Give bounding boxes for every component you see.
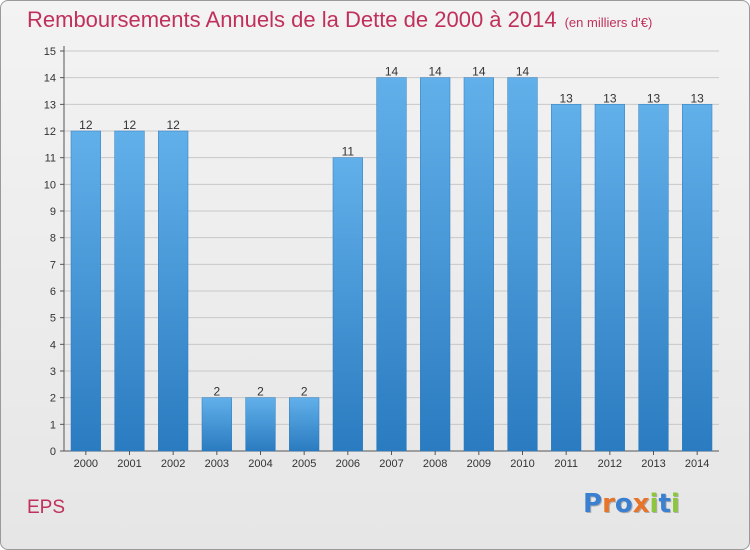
y-tick-label: 13 — [44, 99, 56, 111]
data-label-2006: 11 — [342, 145, 355, 159]
bar-2007 — [376, 77, 407, 452]
x-tick-label-2013: 2013 — [641, 458, 665, 470]
data-label-2012: 13 — [603, 91, 617, 105]
y-tick-label: 12 — [44, 126, 56, 138]
data-labels: 12 12 12 2 2 2 11 14 14 14 14 13 13 13 13 — [79, 65, 704, 399]
data-label-2000: 12 — [79, 118, 93, 132]
bar-2013 — [638, 104, 669, 452]
bar-2000 — [70, 130, 101, 452]
bar-2009 — [463, 77, 494, 452]
y-tick-label: 6 — [50, 286, 56, 298]
data-label-2011: 13 — [559, 91, 573, 105]
bar-2006 — [332, 157, 363, 452]
x-tick-label-2014: 2014 — [685, 458, 709, 470]
y-tick-label: 2 — [50, 393, 56, 405]
bar-2003 — [201, 397, 232, 452]
x-tick-label-2003: 2003 — [205, 458, 229, 470]
data-label-2013: 13 — [647, 91, 661, 105]
bar-2004 — [245, 397, 276, 452]
x-tick-label-2004: 2004 — [248, 458, 272, 470]
y-tick-label: 5 — [50, 313, 56, 325]
bar-2005 — [289, 397, 320, 452]
chart-title: Remboursements Annuels de la Dette de 20… — [27, 7, 652, 33]
data-label-2002: 12 — [166, 118, 180, 132]
bar-2012 — [594, 104, 625, 452]
y-tick-label: 4 — [50, 339, 56, 351]
logo-letter: i — [649, 489, 659, 519]
x-tick-label-2007: 2007 — [379, 458, 403, 470]
x-tick-label-2008: 2008 — [423, 458, 447, 470]
x-tick-label-2002: 2002 — [161, 458, 185, 470]
bar-2014 — [682, 104, 713, 452]
y-tick-label: 0 — [50, 446, 56, 458]
y-tick-label: 11 — [45, 153, 56, 165]
logo-letter: i — [670, 489, 680, 519]
x-tick-label-2011: 2011 — [554, 458, 578, 470]
y-tick-label: 1 — [50, 419, 56, 431]
x-tick-label-2010: 2010 — [510, 458, 534, 470]
data-label-2007: 14 — [385, 65, 399, 79]
logo-letter: r — [602, 489, 615, 519]
data-label-2005: 2 — [301, 385, 308, 399]
data-label-2003: 2 — [213, 385, 220, 399]
data-label-2001: 12 — [123, 118, 137, 132]
bar-2002 — [158, 130, 189, 452]
x-tick-label-2006: 2006 — [336, 458, 360, 470]
logo-letter: x — [632, 489, 650, 519]
bar-2001 — [114, 130, 145, 452]
data-label-2009: 14 — [472, 65, 486, 79]
logo-letter: t — [658, 489, 671, 519]
x-tick-label-2012: 2012 — [598, 458, 622, 470]
data-label-2008: 14 — [428, 65, 442, 79]
chart-title-text: Remboursements Annuels de la Dette de 20… — [27, 7, 557, 32]
y-tick-label: 15 — [44, 46, 56, 58]
data-label-2004: 2 — [257, 385, 264, 399]
logo-letter: o — [614, 489, 633, 519]
y-tick-label: 14 — [44, 73, 56, 85]
bars — [70, 77, 713, 452]
logo-letter: P — [583, 489, 603, 519]
y-tick-label: 8 — [50, 233, 56, 245]
bar-2008 — [420, 77, 451, 452]
proxiti-logo: Proxiti — [583, 489, 680, 519]
y-tick-label: 9 — [50, 206, 56, 218]
bar-2011 — [551, 104, 582, 452]
y-tick-label: 3 — [50, 366, 56, 378]
chart-subtitle: (en milliers d'€) — [564, 15, 653, 30]
x-tick-label-2005: 2005 — [292, 458, 316, 470]
x-tick-labels: 2000 2001 2002 2003 2004 2005 2006 2007 2008 2009… — [74, 451, 709, 470]
x-tick-label-2001: 2001 — [117, 458, 141, 470]
data-label-2014: 13 — [690, 91, 704, 105]
bar-2010 — [507, 77, 538, 452]
y-tick-label: 10 — [44, 179, 56, 191]
data-label-2010: 14 — [516, 65, 530, 79]
y-tick-label: 7 — [50, 259, 56, 271]
commune-name: EPS — [27, 497, 66, 518]
x-tick-label-2000: 2000 — [74, 458, 98, 470]
x-tick-label-2009: 2009 — [467, 458, 491, 470]
